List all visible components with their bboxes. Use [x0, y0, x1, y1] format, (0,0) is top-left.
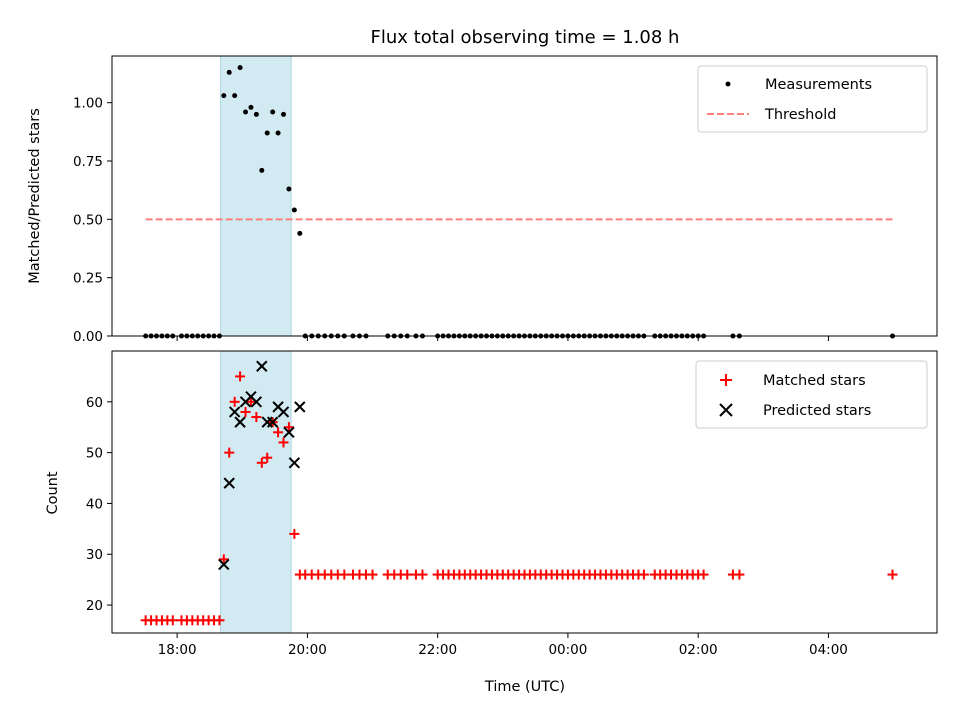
matched-star-point	[402, 569, 413, 580]
predicted-star-point	[223, 477, 235, 489]
measurement-point	[259, 167, 265, 173]
bottom-shaded-interval	[220, 350, 292, 634]
x-tick-label: 04:00	[809, 642, 848, 658]
measurement-point	[291, 207, 297, 213]
matched-star-point	[218, 554, 229, 565]
predicted-star-point	[288, 457, 301, 469]
matched-star-point	[224, 447, 235, 458]
matched-star-point	[367, 569, 378, 580]
matched-star-point	[339, 569, 350, 580]
matched-star-point	[245, 396, 256, 407]
top-legend: Measurements Threshold	[697, 65, 928, 133]
x-tick-label: 00:00	[548, 642, 587, 658]
matched-star-point	[278, 437, 289, 448]
matched-star-point	[734, 569, 745, 580]
predicted-star-point	[250, 396, 263, 408]
x-axis-label: Time (UTC)	[484, 679, 565, 695]
matched-star-point	[235, 371, 246, 382]
bottom-panel: 18:00 20:00 22:00 00:00 02:00 04:00 20 30 40 50 6…	[45, 350, 938, 695]
legend-predicted-marker	[719, 403, 733, 417]
x-tick-label: 22:00	[418, 642, 457, 658]
bottom-axes-frame	[111, 350, 938, 634]
top-x-ticks	[176, 336, 829, 341]
predicted-star-point	[283, 426, 295, 439]
x-tick-label: 02:00	[679, 642, 718, 658]
matched-star-point	[256, 457, 267, 468]
bottom-y-tick-label: 50	[86, 446, 103, 462]
top-shaded-interval	[220, 55, 292, 337]
x-tick-label: 20:00	[288, 642, 327, 658]
top-axes-frame	[111, 55, 938, 337]
legend-predicted-label: Predicted stars	[763, 403, 871, 419]
measurement-point	[232, 93, 238, 99]
matched-star-point	[240, 406, 251, 417]
top-y-tick-label: 1.00	[73, 96, 103, 112]
matched-star-point	[698, 569, 709, 580]
measurement-point	[286, 186, 292, 192]
matched-star-point	[283, 422, 294, 433]
top-y-tick-label: 0.25	[73, 271, 103, 287]
bottom-legend: Matched stars Predicted stars	[695, 360, 928, 429]
top-y-tick-label: 0.00	[73, 329, 103, 345]
matched-star-point	[167, 615, 178, 626]
bottom-x-ticks: 18:00 20:00 22:00 00:00 02:00 04:00	[158, 633, 848, 658]
matched-star-point	[289, 528, 300, 539]
measurement-point	[281, 111, 287, 117]
measurement-point	[237, 65, 243, 71]
top-y-ticks: 0.00 0.25 0.50 0.75 1.00	[73, 96, 112, 345]
top-y-axis-label: Matched/Predicted stars	[27, 108, 43, 284]
bottom-y-axis-label: Count	[45, 471, 61, 514]
legend-matched-marker	[720, 374, 732, 386]
bottom-y-tick-label: 40	[86, 496, 103, 512]
measurement-point	[226, 69, 232, 75]
predicted-star-point	[266, 416, 279, 428]
matched-star-point	[417, 569, 428, 580]
top-y-tick-label: 0.50	[73, 212, 103, 228]
measurement-point	[221, 93, 227, 99]
bottom-legend-box	[695, 360, 928, 429]
matched-star-point	[262, 452, 273, 463]
measurement-point	[248, 104, 254, 110]
predicted-star-point	[234, 416, 246, 428]
legend-matched-label: Matched stars	[763, 373, 866, 389]
measurement-point	[253, 111, 259, 117]
measurement-point	[264, 130, 270, 136]
x-tick-label: 18:00	[158, 642, 197, 658]
measurement-point	[243, 109, 249, 115]
legend-measurements-marker	[725, 81, 731, 87]
bottom-y-tick-label: 20	[86, 598, 103, 614]
predicted-star-point	[218, 558, 230, 571]
bottom-y-ticks: 20 30 40 50 60	[86, 395, 112, 614]
measurement-point	[270, 109, 276, 115]
predicted-star-point	[277, 406, 290, 418]
matched-star-point	[251, 412, 262, 423]
matched-star-point	[229, 396, 240, 407]
predicted-star-point	[228, 406, 241, 418]
predicted-star-point	[256, 360, 268, 372]
matched-star-point	[638, 569, 649, 580]
matched-star-point	[273, 427, 284, 438]
measurement-point	[297, 230, 303, 236]
bottom-y-tick-label: 30	[86, 547, 103, 563]
legend-measurements-label: Measurements	[765, 77, 872, 93]
top-legend-box	[697, 65, 928, 133]
matched-star-point	[887, 569, 898, 580]
predicted-star-point	[294, 401, 306, 413]
chart-title: Flux total observing time = 1.08 h	[371, 27, 680, 48]
top-panel: 0.00 0.25 0.50 0.75 1.00 Matched/Predicted s…	[27, 55, 938, 345]
top-y-tick-label: 0.75	[73, 154, 103, 170]
legend-threshold-label: Threshold	[764, 107, 836, 123]
bottom-marks	[140, 360, 898, 626]
measurement-point	[275, 130, 281, 136]
bottom-y-tick-label: 60	[86, 395, 103, 411]
matched-star-point	[214, 615, 225, 626]
